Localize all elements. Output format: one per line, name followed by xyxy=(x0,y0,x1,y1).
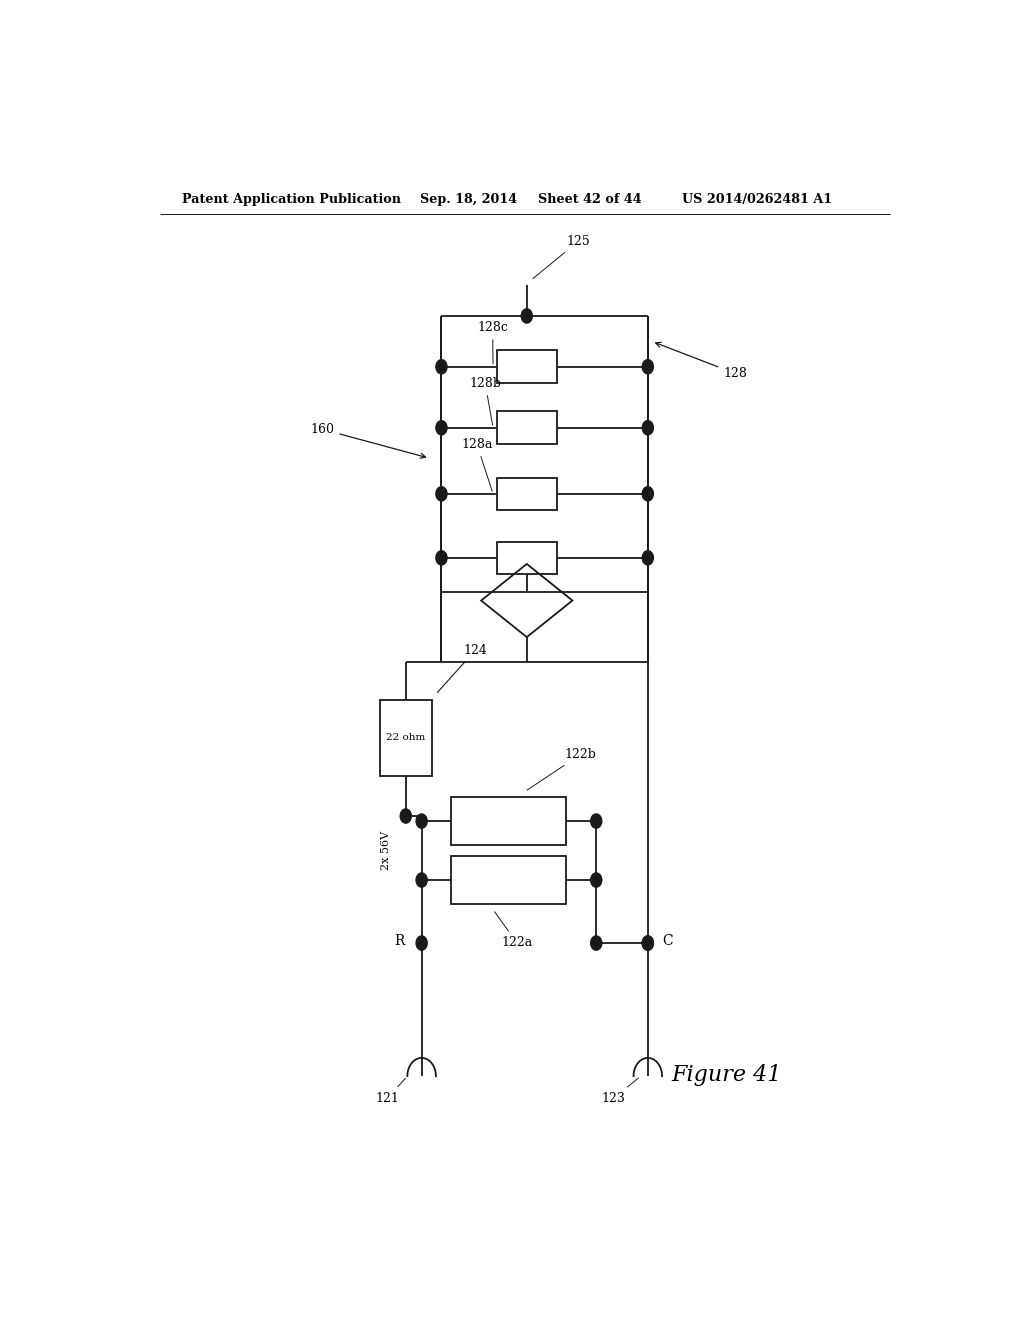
Text: 121: 121 xyxy=(376,1078,406,1105)
Circle shape xyxy=(416,873,427,887)
Text: 160: 160 xyxy=(310,422,426,458)
Circle shape xyxy=(416,936,427,950)
Text: R: R xyxy=(394,935,404,948)
Circle shape xyxy=(436,550,447,565)
Bar xyxy=(452,797,566,846)
Circle shape xyxy=(642,550,653,565)
Text: 128a: 128a xyxy=(461,438,493,491)
Text: 2x 56V: 2x 56V xyxy=(381,832,391,870)
Circle shape xyxy=(521,309,532,323)
Text: 128b: 128b xyxy=(469,378,501,425)
Text: US 2014/0262481 A1: US 2014/0262481 A1 xyxy=(682,193,833,206)
Text: Figure 41: Figure 41 xyxy=(672,1064,782,1086)
Bar xyxy=(452,855,566,904)
Bar xyxy=(497,478,557,510)
Circle shape xyxy=(642,359,653,374)
Text: 122b: 122b xyxy=(527,748,596,791)
Circle shape xyxy=(591,936,602,950)
Circle shape xyxy=(642,936,653,950)
Circle shape xyxy=(642,936,653,950)
Text: Patent Application Publication: Patent Application Publication xyxy=(182,193,401,206)
Text: 128c: 128c xyxy=(477,321,508,364)
Circle shape xyxy=(642,421,653,434)
Text: C: C xyxy=(663,935,673,948)
Circle shape xyxy=(436,487,447,500)
Circle shape xyxy=(416,814,427,828)
Text: 22 ohm: 22 ohm xyxy=(386,733,425,742)
Text: 123: 123 xyxy=(602,1078,639,1105)
Circle shape xyxy=(400,809,412,824)
Text: Sheet 42 of 44: Sheet 42 of 44 xyxy=(539,193,642,206)
Text: 128: 128 xyxy=(655,342,748,380)
Bar xyxy=(380,700,431,776)
Circle shape xyxy=(591,814,602,828)
Bar xyxy=(497,412,557,444)
Circle shape xyxy=(436,421,447,434)
Text: Sep. 18, 2014: Sep. 18, 2014 xyxy=(420,193,517,206)
Text: 124: 124 xyxy=(437,644,487,693)
Circle shape xyxy=(642,487,653,500)
Text: 125: 125 xyxy=(532,235,590,279)
Text: 122a: 122a xyxy=(495,912,532,949)
Bar xyxy=(497,351,557,383)
Circle shape xyxy=(436,359,447,374)
Bar xyxy=(497,541,557,574)
Circle shape xyxy=(591,873,602,887)
